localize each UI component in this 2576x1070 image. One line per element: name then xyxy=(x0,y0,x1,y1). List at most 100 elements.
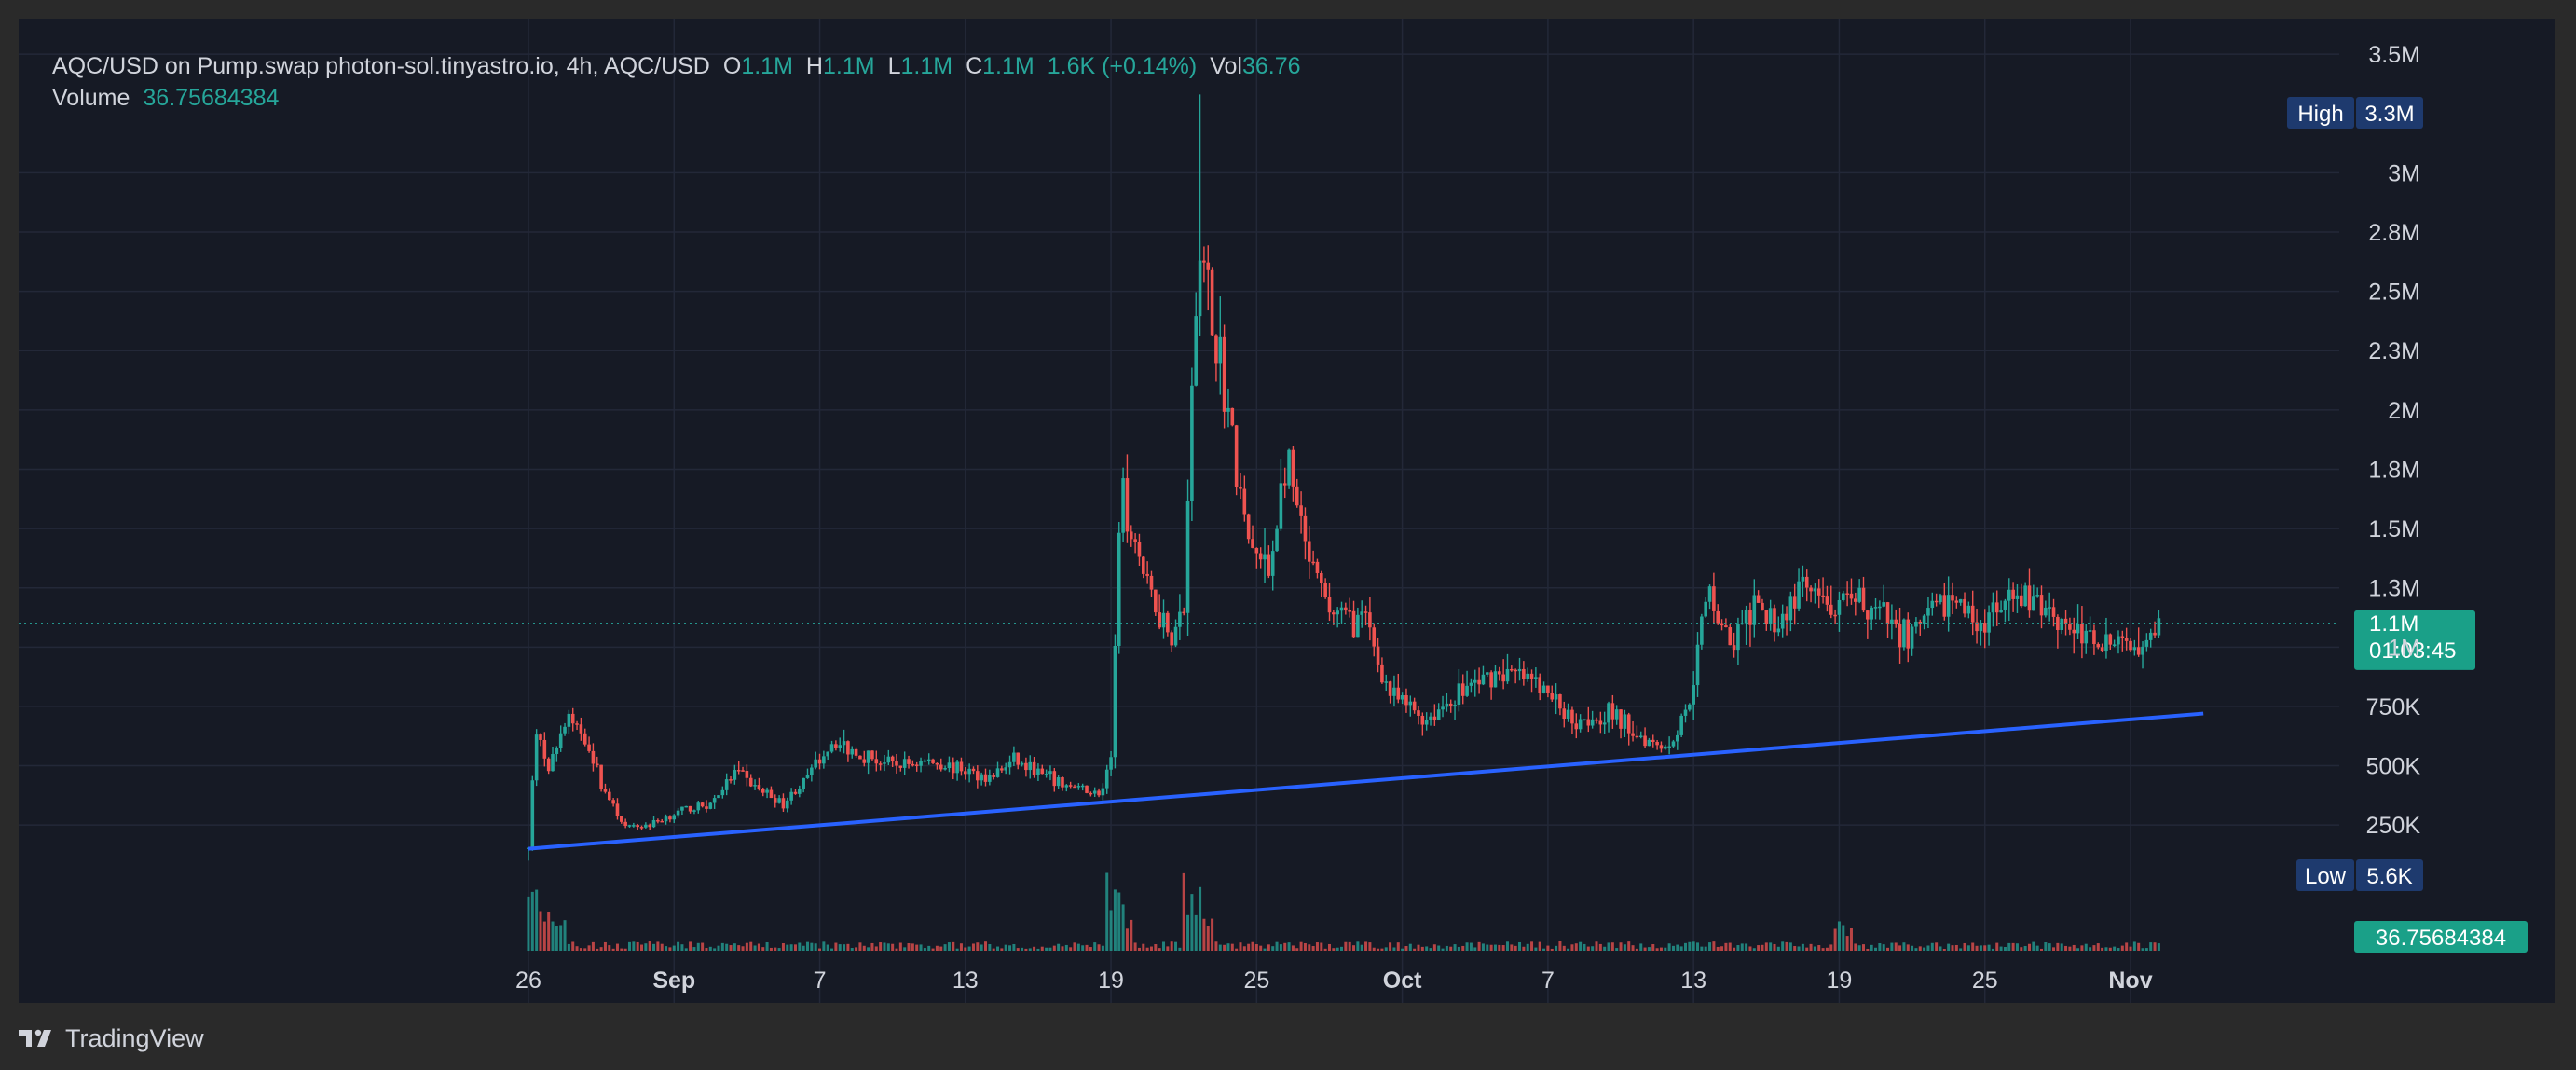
candle-body xyxy=(591,750,596,764)
candle-body xyxy=(1570,709,1574,724)
candle-body xyxy=(814,759,817,768)
volume-bar xyxy=(931,948,935,951)
footer-brand[interactable]: TradingView xyxy=(65,1023,204,1052)
volume-bar xyxy=(599,947,603,951)
candle-body xyxy=(575,723,579,725)
candle-body xyxy=(1732,645,1736,651)
candle-body xyxy=(1574,723,1579,730)
candle-body xyxy=(1158,612,1161,628)
volume-bar xyxy=(1664,947,1667,951)
volume-bar xyxy=(1914,948,1918,951)
candle-body xyxy=(1643,735,1647,747)
candle-body xyxy=(615,803,620,816)
volume-bar xyxy=(1542,948,1546,951)
volume-bar xyxy=(1833,928,1837,951)
volume-bar xyxy=(1182,872,1185,951)
candle-body xyxy=(1076,786,1081,788)
candle-body xyxy=(1958,598,1963,603)
candle-body xyxy=(829,744,834,752)
candle-body xyxy=(1012,752,1016,762)
candle-body xyxy=(1376,646,1380,665)
volume-bar xyxy=(1498,944,1501,951)
candle-body xyxy=(636,825,639,828)
volume-bar xyxy=(1052,945,1056,951)
candle-body xyxy=(1251,539,1254,548)
volume-bar xyxy=(705,948,708,951)
candle-body xyxy=(1363,611,1368,613)
candle-body xyxy=(1429,716,1432,720)
legend-vol-value: 36.76 xyxy=(1242,53,1301,79)
candle-body xyxy=(1776,628,1781,633)
candle-body xyxy=(753,785,757,787)
volume-bar xyxy=(2141,948,2144,951)
volume-bar xyxy=(1692,941,1695,951)
volume-bar xyxy=(1651,944,1655,951)
candle-body xyxy=(1242,488,1247,515)
candle-body xyxy=(1845,593,1849,595)
chart-panel[interactable]: 1.1M 01:03:45 High 3.3M Low 5.6K 36.75684384 2… xyxy=(19,19,2555,1003)
volume-bar xyxy=(1214,941,1218,951)
candle-body xyxy=(1963,598,1966,614)
low-badge-value: 5.6K xyxy=(2366,864,2412,889)
volume-bar xyxy=(1377,948,1380,951)
volume-bar xyxy=(1323,948,1327,951)
volume-bar xyxy=(696,942,700,951)
candle-body xyxy=(2015,595,2020,599)
candle-body xyxy=(1833,614,1837,617)
trendline-line xyxy=(528,711,2204,851)
legend-volume-row[interactable]: Volume 36.75684384 xyxy=(52,82,1301,114)
candle-body xyxy=(1728,627,1733,646)
volume-bar xyxy=(1708,942,1712,951)
candle-body xyxy=(1000,768,1004,771)
volume-bar xyxy=(656,941,660,951)
candle-body xyxy=(558,733,563,748)
volume-bar xyxy=(1683,942,1687,951)
candle-body xyxy=(1141,556,1145,574)
candle-body xyxy=(1299,505,1303,516)
volume-bar xyxy=(1825,947,1829,951)
volume-bar xyxy=(1861,944,1865,951)
candle-body xyxy=(931,759,935,763)
candle-body xyxy=(2068,623,2072,630)
volume-bar xyxy=(1704,946,1707,951)
volume-bar xyxy=(843,944,846,951)
y-tick-label: 2.8M xyxy=(2368,220,2420,246)
volume-bar xyxy=(745,942,748,951)
candle-body xyxy=(1457,683,1461,706)
volume-bar xyxy=(761,947,765,951)
volume-bar xyxy=(620,948,623,951)
candle-body xyxy=(1906,619,1911,649)
volume-bar xyxy=(2125,942,2129,951)
candle-body xyxy=(563,726,567,734)
volume-bar xyxy=(2048,943,2051,951)
candle-body xyxy=(1939,595,1942,603)
candle-body xyxy=(668,816,672,820)
volume-bar xyxy=(1983,945,1987,951)
candle-body xyxy=(1785,613,1788,621)
volume-bar xyxy=(1223,944,1226,951)
candle-body xyxy=(1752,595,1757,625)
volume-bar xyxy=(2027,943,2031,951)
candle-body xyxy=(2108,634,2113,645)
candle-body xyxy=(1270,551,1275,576)
volume-bar xyxy=(2092,945,2096,951)
candle-body xyxy=(2007,589,2011,601)
candle-body xyxy=(1647,739,1651,747)
candle-body xyxy=(2044,607,2048,616)
candle-body xyxy=(1166,612,1170,633)
candle-body xyxy=(2148,632,2153,640)
candle-body xyxy=(1469,682,1473,686)
candle-body xyxy=(1667,746,1671,748)
x-tick-label: 25 xyxy=(1243,967,1269,994)
candle-body xyxy=(2023,585,2027,607)
candle-body xyxy=(1671,741,1676,747)
legend-symbol[interactable]: AQC/USD on Pump.swap photon-sol.tinyastr… xyxy=(52,53,710,79)
candle-body xyxy=(1307,541,1311,562)
volume-bar xyxy=(891,943,895,951)
candle-body xyxy=(1866,610,1870,620)
tradingview-logo-icon[interactable] xyxy=(19,1028,58,1049)
candle-body xyxy=(672,815,677,820)
candle-body xyxy=(1254,547,1259,554)
candle-body xyxy=(1441,706,1445,710)
